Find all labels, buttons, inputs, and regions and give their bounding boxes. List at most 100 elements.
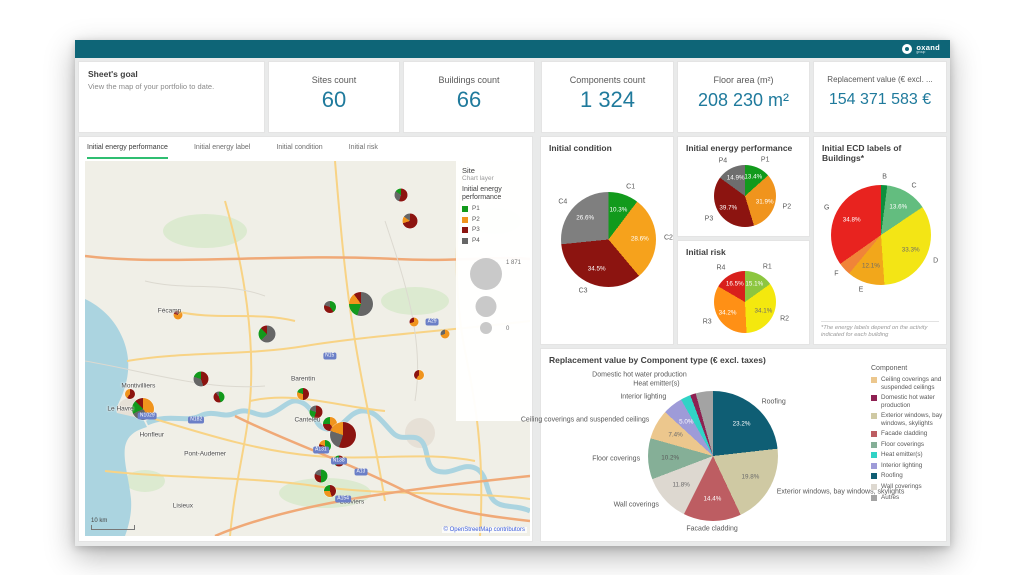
tab-initial-energy-label[interactable]: Initial energy label: [193, 143, 251, 151]
pie-slice-label: R3: [702, 318, 712, 326]
kpi-replacement-value[interactable]: Replacement value (€ excl. ... 154 371 5…: [813, 61, 947, 133]
map-pie-marker[interactable]: [323, 301, 336, 314]
legend-item[interactable]: P4: [462, 237, 524, 245]
pie-slice-label: Facade cladding: [686, 525, 738, 533]
map-scale-bar: 10 km: [91, 518, 135, 530]
pie-initial-energy-performance[interactable]: 13.4% P1 31.9% P2 39.7% P3 14.9% P4: [705, 157, 791, 227]
legend-item[interactable]: Roofing: [871, 472, 945, 480]
pie-pct-label: 11.8%: [672, 481, 690, 489]
osm-attribution-link[interactable]: © OpenStreetMap contributors: [441, 527, 527, 533]
size-legend-max: 1 871: [506, 260, 522, 267]
tab-initial-risk[interactable]: Initial risk: [348, 143, 378, 151]
pie-slice-label: C3: [578, 287, 588, 295]
kpi-value: 208 230 m²: [697, 90, 790, 110]
map-pie-marker[interactable]: [258, 325, 276, 342]
portfolio-map[interactable]: Fécamp Montivilliers Le Havre Honfleur Pont-…: [85, 161, 530, 536]
kpi-value: 60: [321, 87, 347, 112]
map-pie-marker[interactable]: [193, 371, 209, 386]
map-pie-marker[interactable]: [124, 388, 135, 399]
legend-item[interactable]: Autres: [871, 494, 945, 502]
map-pie-marker[interactable]: [348, 291, 373, 316]
map-pie-marker[interactable]: [409, 317, 419, 327]
pie-slice-label: B: [882, 173, 887, 181]
map-pie-marker[interactable]: [402, 213, 418, 229]
pie-pct-label: 28.6%: [630, 235, 649, 243]
pie-replacement-by-component[interactable]: 23.2% Roofing 19.8% Exterior windows, bay w…: [521, 372, 905, 533]
legend-item[interactable]: Facade cladding: [871, 430, 945, 438]
tab-initial-condition[interactable]: Initial condition: [276, 143, 323, 151]
pie-initial-risk[interactable]: 15.1% R1 34.1% R2 34.2% R3 16.5% R4: [703, 264, 789, 333]
legend-item[interactable]: Domestic hot water production: [871, 394, 945, 409]
sheet-goal-description: View the map of your portfolio to date.: [88, 82, 215, 91]
map-pie-marker[interactable]: [173, 310, 183, 320]
legend-item[interactable]: P3: [462, 226, 524, 234]
legend-color-chip: [871, 473, 877, 480]
kpi-components-count[interactable]: Components count 1 324: [541, 61, 674, 133]
pie-pct-label: 34.5%: [587, 265, 606, 273]
legend-color-chip: [871, 452, 877, 459]
map-scale-label: 10 km: [91, 518, 108, 524]
pie-slice-label: R1: [762, 263, 772, 271]
map-pie-marker[interactable]: [333, 455, 345, 467]
pie-pct-label: 13.4%: [744, 173, 763, 181]
legend-item[interactable]: Interior lighting: [871, 462, 945, 470]
legend-item[interactable]: Floor coverings: [871, 441, 945, 449]
map-pie-marker[interactable]: [330, 421, 357, 448]
legend-color-chip: [462, 216, 468, 223]
map-pie-marker[interactable]: [394, 188, 408, 202]
component-legend-title: Component: [871, 365, 908, 372]
pie-slice-label: P4: [718, 157, 728, 165]
panel-replacement-by-component: Replacement value by Component type (€ e…: [521, 348, 947, 542]
legend-label: Floor coverings: [881, 440, 925, 448]
map-pie-marker[interactable]: [213, 391, 224, 403]
kpi-sites-count[interactable]: Sites count 60: [268, 61, 400, 133]
chart-title: Initial risk: [686, 247, 726, 257]
legend-label: P4: [472, 236, 480, 244]
legend-color-chip: [871, 431, 877, 438]
kpi-buildings-count[interactable]: Buildings count 66: [403, 61, 535, 133]
map-pie-marker[interactable]: [319, 440, 332, 452]
kpi-floor-area[interactable]: Floor area (m²) 208 230 m²: [677, 61, 810, 133]
pie-slice-label: R4: [716, 264, 726, 272]
size-legend-min: 0: [506, 326, 510, 333]
map-pie-marker[interactable]: [440, 329, 450, 338]
legend-label: Heat emitter(s): [881, 451, 923, 459]
pie-slice-label: F: [834, 270, 839, 278]
map-pie-marker[interactable]: [309, 405, 323, 419]
app-header: oxand group: [75, 40, 950, 58]
pie-slice-label: C4: [558, 198, 568, 206]
pie-pct-label: 19.8%: [741, 473, 760, 481]
legend-item[interactable]: Exterior windows, bay windows, skylights: [871, 412, 945, 427]
chart-title: Replacement value by Component type (€ e…: [549, 355, 766, 365]
panel-initial-energy-performance: Initial energy performance 13.4% P1 31.9% P…: [677, 136, 810, 237]
chart-title: Initial condition: [549, 143, 612, 153]
sheet-goal-title: Sheet's goal: [88, 69, 138, 79]
map-pie-marker[interactable]: [314, 469, 328, 483]
legend-label: Interior lighting: [881, 461, 923, 469]
map-pie-marker[interactable]: [323, 485, 336, 497]
legend-item[interactable]: Ceiling coverings and suspended ceilings: [871, 376, 945, 391]
legend-item[interactable]: Heat emitter(s): [871, 451, 945, 459]
legend-label: Exterior windows, bay windows, skylights: [881, 412, 943, 427]
legend-item[interactable]: P2: [462, 216, 524, 224]
kpi-title: Replacement value (€ excl. ...: [827, 75, 933, 84]
map-pie-marker[interactable]: [297, 387, 310, 400]
legend-item[interactable]: P1: [462, 205, 524, 213]
tab-bar: Initial energy performance Initial energ…: [79, 137, 532, 159]
tab-initial-energy-performance[interactable]: Initial energy performance: [87, 137, 168, 159]
legend-label: Domestic hot water production: [881, 394, 935, 409]
legend-label: Autres: [881, 493, 900, 501]
map-pie-marker[interactable]: [131, 397, 154, 420]
pie-initial-condition[interactable]: 10.3% C1 28.6% C2 34.5% C3 26.6% C4: [558, 183, 673, 294]
pie-pct-label: 10.2%: [661, 454, 680, 462]
pie-slice-label: Wall coverings: [613, 501, 659, 509]
logo-subtext: group: [916, 50, 926, 54]
map-pie-marker[interactable]: [413, 369, 424, 380]
chart-title: Initial energy performance: [686, 143, 793, 153]
legend-item[interactable]: Wall coverings: [871, 483, 945, 491]
pie-slice-label: C1: [626, 183, 636, 191]
size-bubble-medium: [475, 296, 497, 318]
pie-initial-ecd-labels[interactable]: B 13.6% C 33.3% D 12.1% E F 34.8% G: [824, 174, 938, 294]
component-legend: Component Ceiling coverings and suspende…: [871, 365, 945, 504]
